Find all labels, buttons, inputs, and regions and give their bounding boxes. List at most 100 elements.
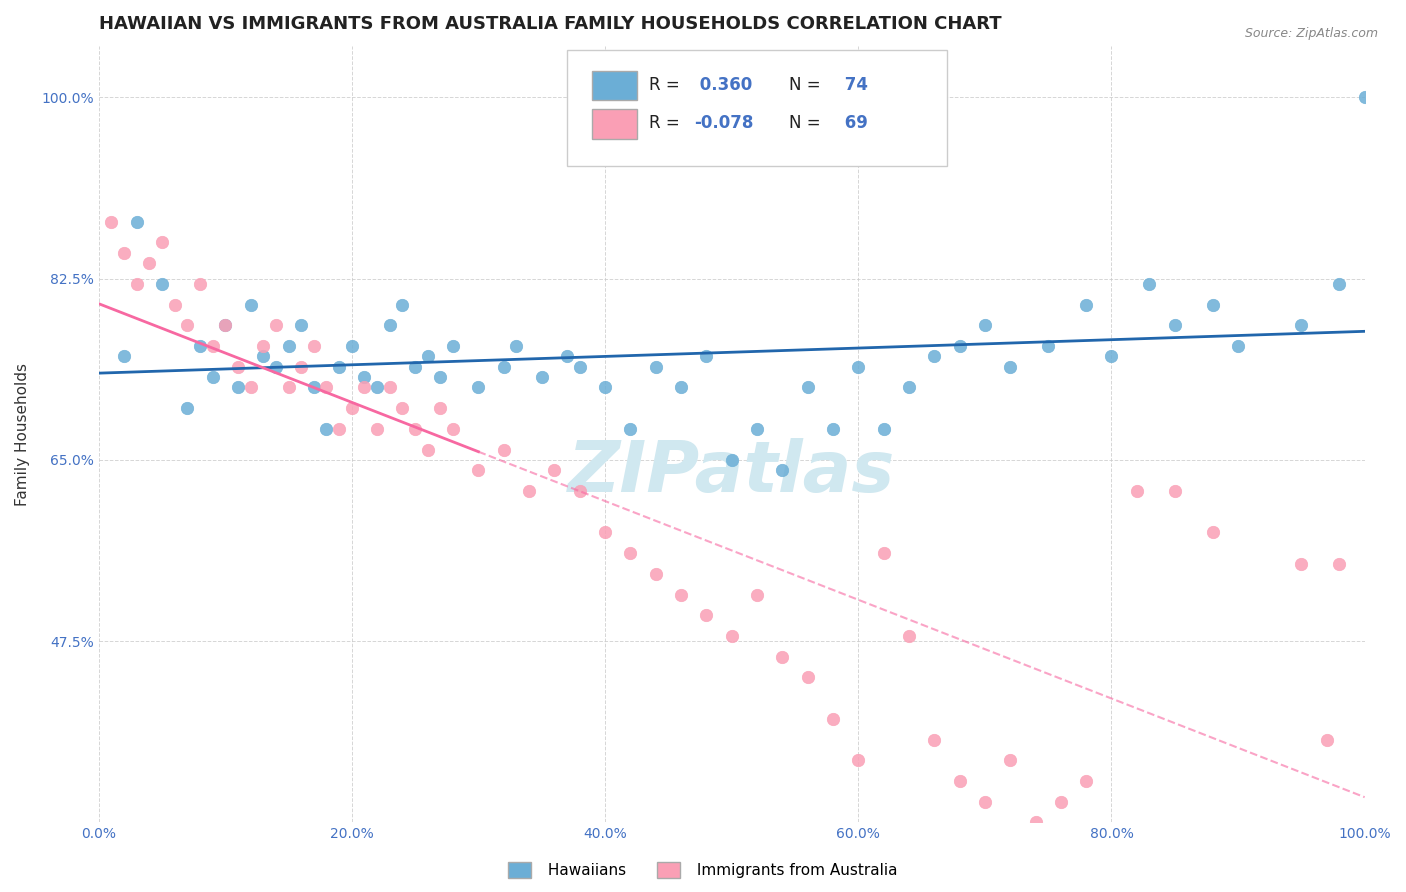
Text: N =: N = bbox=[789, 76, 820, 94]
Point bbox=[214, 318, 236, 333]
Point bbox=[1101, 350, 1123, 364]
Point bbox=[998, 359, 1021, 374]
Point bbox=[416, 350, 439, 364]
Point bbox=[922, 350, 945, 364]
Point bbox=[1024, 815, 1046, 830]
Point bbox=[1076, 297, 1098, 311]
Point bbox=[1329, 557, 1351, 571]
Point bbox=[669, 588, 692, 602]
Point bbox=[467, 463, 489, 477]
Point bbox=[340, 401, 363, 416]
Point bbox=[366, 422, 388, 436]
Point bbox=[416, 442, 439, 457]
Point bbox=[315, 422, 337, 436]
Point bbox=[112, 350, 135, 364]
FancyBboxPatch shape bbox=[592, 70, 637, 100]
Point bbox=[770, 463, 793, 477]
Point bbox=[1202, 525, 1225, 540]
Point bbox=[176, 401, 198, 416]
Point bbox=[188, 277, 211, 291]
Point bbox=[277, 339, 299, 353]
Point bbox=[505, 339, 527, 353]
Point bbox=[328, 359, 350, 374]
Point bbox=[872, 422, 894, 436]
Point bbox=[695, 608, 717, 623]
Text: Source: ZipAtlas.com: Source: ZipAtlas.com bbox=[1244, 27, 1378, 40]
Point bbox=[112, 245, 135, 260]
Point bbox=[1329, 277, 1351, 291]
Text: 0.360: 0.360 bbox=[693, 76, 752, 94]
Text: N =: N = bbox=[789, 114, 820, 132]
Point bbox=[948, 339, 970, 353]
Point bbox=[252, 339, 274, 353]
Point bbox=[100, 215, 122, 229]
Point bbox=[138, 256, 160, 270]
Point bbox=[404, 422, 426, 436]
Point bbox=[441, 339, 464, 353]
Point bbox=[695, 350, 717, 364]
Point bbox=[948, 774, 970, 789]
Y-axis label: Family Households: Family Households bbox=[15, 362, 30, 506]
Point bbox=[669, 380, 692, 394]
Text: -0.078: -0.078 bbox=[693, 114, 754, 132]
Point bbox=[1291, 318, 1313, 333]
Point bbox=[1164, 483, 1187, 498]
Point bbox=[353, 380, 375, 394]
Point bbox=[1291, 557, 1313, 571]
Point bbox=[796, 380, 818, 394]
Point bbox=[239, 297, 262, 311]
Point bbox=[492, 359, 515, 374]
Point bbox=[568, 483, 591, 498]
Point bbox=[201, 370, 224, 384]
Point bbox=[264, 318, 287, 333]
Point bbox=[429, 370, 451, 384]
Point bbox=[239, 380, 262, 394]
Point bbox=[1354, 90, 1376, 104]
Point bbox=[568, 359, 591, 374]
Point bbox=[872, 546, 894, 560]
Point bbox=[593, 525, 616, 540]
Point bbox=[1202, 297, 1225, 311]
Point bbox=[1049, 795, 1071, 809]
Point bbox=[315, 380, 337, 394]
Point bbox=[973, 318, 995, 333]
Point bbox=[264, 359, 287, 374]
Point bbox=[821, 712, 844, 726]
FancyBboxPatch shape bbox=[567, 50, 946, 166]
Point bbox=[214, 318, 236, 333]
Point bbox=[998, 753, 1021, 767]
Point bbox=[720, 453, 742, 467]
Point bbox=[150, 235, 173, 250]
Point bbox=[745, 588, 768, 602]
Point bbox=[366, 380, 388, 394]
Point bbox=[226, 359, 249, 374]
Point bbox=[922, 732, 945, 747]
Legend:  Hawaiians,  Immigrants from Australia: Hawaiians, Immigrants from Australia bbox=[502, 856, 904, 884]
Point bbox=[619, 546, 641, 560]
Point bbox=[770, 649, 793, 664]
Text: 69: 69 bbox=[839, 114, 868, 132]
Point bbox=[163, 297, 186, 311]
Point bbox=[353, 370, 375, 384]
Point bbox=[378, 318, 401, 333]
Point bbox=[1139, 277, 1161, 291]
Point bbox=[1164, 318, 1187, 333]
Point bbox=[973, 795, 995, 809]
Text: ZIPatlas: ZIPatlas bbox=[568, 438, 896, 508]
FancyBboxPatch shape bbox=[592, 110, 637, 139]
Point bbox=[821, 422, 844, 436]
Point bbox=[188, 339, 211, 353]
Point bbox=[201, 339, 224, 353]
Point bbox=[150, 277, 173, 291]
Point bbox=[619, 422, 641, 436]
Point bbox=[1126, 483, 1149, 498]
Point bbox=[644, 566, 666, 581]
Point bbox=[302, 339, 325, 353]
Text: HAWAIIAN VS IMMIGRANTS FROM AUSTRALIA FAMILY HOUSEHOLDS CORRELATION CHART: HAWAIIAN VS IMMIGRANTS FROM AUSTRALIA FA… bbox=[98, 15, 1001, 33]
Point bbox=[745, 422, 768, 436]
Point bbox=[846, 359, 869, 374]
Point bbox=[796, 670, 818, 684]
Point bbox=[391, 401, 413, 416]
Point bbox=[492, 442, 515, 457]
Point bbox=[226, 380, 249, 394]
